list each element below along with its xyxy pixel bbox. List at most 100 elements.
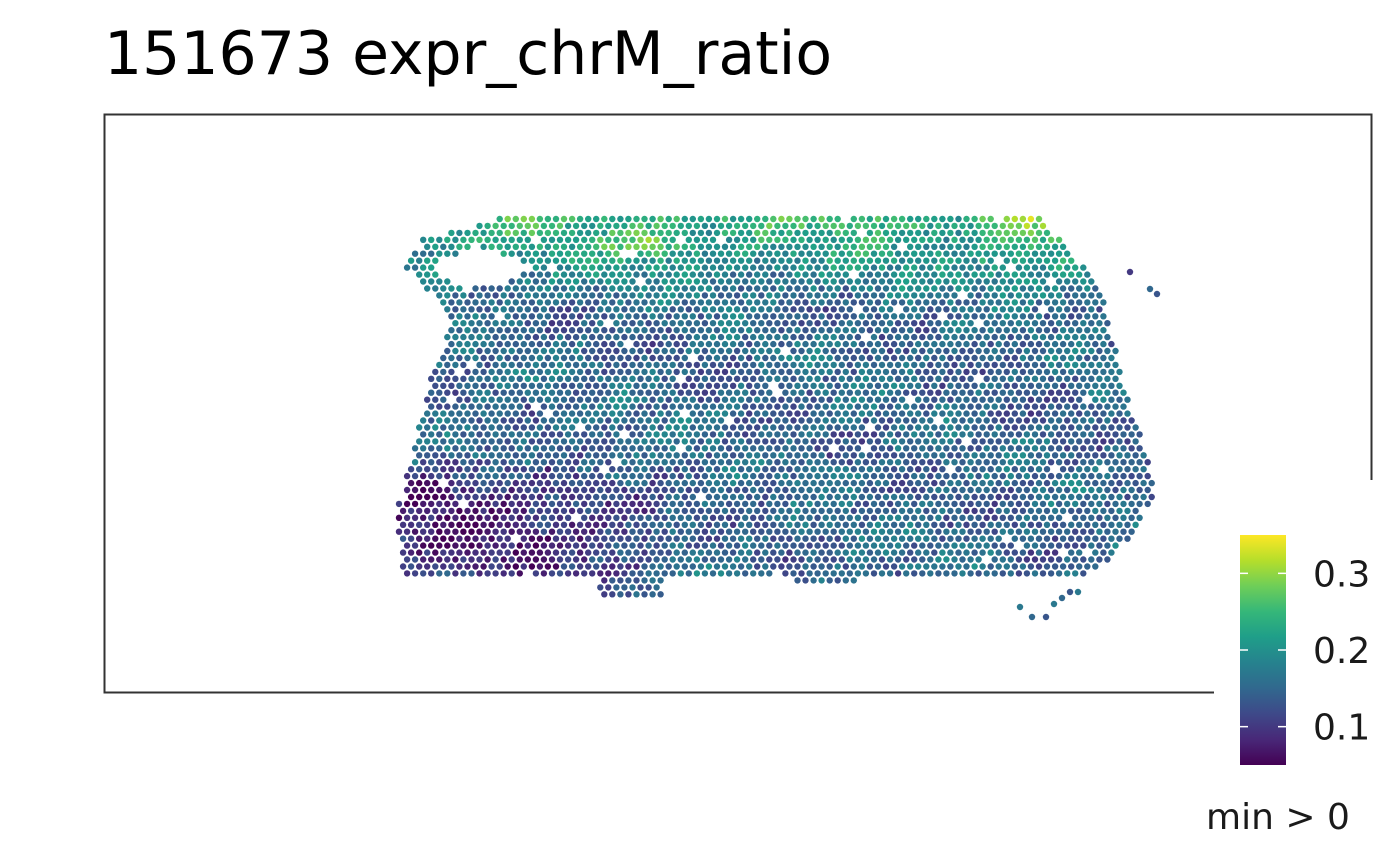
spot bbox=[886, 417, 894, 424]
spot bbox=[903, 459, 910, 466]
spot bbox=[403, 570, 411, 577]
spot bbox=[516, 500, 523, 508]
spot bbox=[460, 347, 467, 355]
spot bbox=[512, 466, 519, 473]
spot bbox=[822, 500, 829, 508]
spot bbox=[919, 250, 926, 257]
spot bbox=[609, 577, 616, 584]
spot bbox=[898, 563, 906, 570]
spot bbox=[878, 403, 886, 410]
spot bbox=[1003, 368, 1010, 376]
spot bbox=[705, 243, 713, 250]
spot bbox=[460, 514, 467, 521]
spot bbox=[436, 292, 443, 299]
spot bbox=[440, 452, 447, 459]
spot bbox=[955, 535, 962, 542]
spot bbox=[1003, 271, 1010, 278]
spot bbox=[963, 299, 970, 306]
spot bbox=[862, 542, 870, 549]
spot bbox=[1015, 375, 1023, 382]
spot bbox=[1088, 389, 1095, 396]
spot bbox=[532, 389, 540, 396]
spot bbox=[911, 264, 918, 271]
spot bbox=[512, 382, 519, 389]
spot bbox=[850, 438, 857, 445]
spot bbox=[979, 229, 986, 237]
spot bbox=[927, 236, 934, 243]
spot bbox=[629, 486, 636, 494]
spot bbox=[939, 466, 946, 473]
spot bbox=[697, 396, 705, 403]
spot bbox=[440, 354, 447, 362]
spot bbox=[633, 354, 640, 362]
spot bbox=[1076, 507, 1083, 515]
spot bbox=[581, 389, 588, 396]
spot bbox=[484, 306, 491, 313]
spot bbox=[802, 521, 809, 528]
spot bbox=[416, 438, 423, 445]
spot bbox=[625, 438, 632, 445]
spot bbox=[589, 403, 596, 410]
spot bbox=[870, 236, 878, 243]
spot bbox=[472, 285, 479, 292]
spot bbox=[403, 514, 411, 521]
spot bbox=[617, 340, 624, 348]
spot bbox=[428, 417, 435, 424]
spot bbox=[516, 347, 523, 355]
spot bbox=[1031, 375, 1039, 382]
spot bbox=[697, 327, 705, 334]
spot bbox=[762, 340, 769, 348]
spot bbox=[943, 264, 950, 271]
spot bbox=[1015, 250, 1023, 257]
spot bbox=[1043, 285, 1051, 292]
spot bbox=[733, 500, 741, 508]
spot bbox=[460, 431, 467, 438]
spot bbox=[532, 375, 540, 382]
spot bbox=[516, 236, 523, 243]
spot bbox=[528, 313, 536, 320]
spot bbox=[955, 479, 962, 487]
spot bbox=[846, 389, 853, 396]
spot bbox=[1027, 563, 1035, 570]
spot bbox=[520, 535, 527, 542]
spot bbox=[625, 452, 632, 459]
spot bbox=[476, 403, 483, 410]
spot bbox=[1015, 570, 1023, 577]
spot bbox=[697, 215, 705, 223]
spot bbox=[617, 285, 624, 292]
spot bbox=[1023, 222, 1031, 230]
spot bbox=[621, 320, 628, 327]
spot bbox=[496, 354, 503, 362]
spot bbox=[593, 424, 600, 431]
spot bbox=[403, 528, 411, 535]
spot bbox=[645, 375, 652, 382]
spot bbox=[975, 472, 982, 480]
spot bbox=[729, 285, 737, 292]
spot bbox=[548, 528, 556, 535]
spot bbox=[750, 361, 757, 369]
spot bbox=[597, 320, 604, 327]
spot bbox=[979, 327, 986, 334]
spot bbox=[733, 486, 741, 494]
spot bbox=[452, 389, 459, 396]
spot bbox=[713, 424, 721, 431]
spot bbox=[605, 417, 612, 424]
spot bbox=[754, 410, 761, 417]
spot bbox=[923, 382, 930, 389]
spot bbox=[1015, 306, 1023, 313]
spot bbox=[1084, 354, 1091, 362]
spot bbox=[701, 431, 709, 438]
spot bbox=[770, 438, 777, 445]
spot bbox=[798, 417, 805, 424]
spot bbox=[770, 493, 777, 501]
spot bbox=[685, 445, 692, 452]
spot bbox=[681, 535, 688, 542]
spot bbox=[1055, 375, 1063, 382]
spot bbox=[870, 542, 878, 549]
spot bbox=[1019, 271, 1027, 278]
spot bbox=[536, 535, 544, 542]
spot bbox=[701, 264, 709, 271]
spot bbox=[717, 278, 725, 285]
spot bbox=[746, 549, 753, 556]
spot bbox=[955, 313, 962, 320]
